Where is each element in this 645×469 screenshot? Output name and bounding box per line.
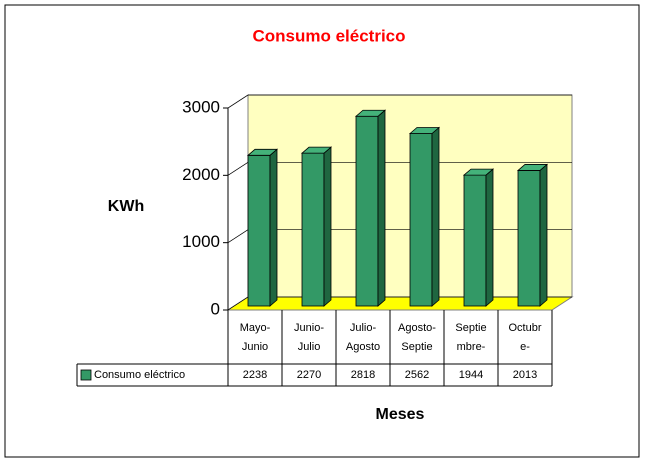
y-tick-label: 3000 xyxy=(182,97,220,116)
x-tick-label: Septie xyxy=(401,341,432,353)
bar-side xyxy=(539,163,548,307)
y-tick-label: 2000 xyxy=(182,165,220,184)
table-value: 1944 xyxy=(459,369,483,381)
x-tick-label: Agosto- xyxy=(398,322,436,334)
grid-line xyxy=(227,229,249,243)
bar-top xyxy=(246,148,279,156)
bar-top xyxy=(462,168,495,176)
table-value: 2238 xyxy=(243,369,267,381)
y-tick-label: 1000 xyxy=(182,232,220,251)
side-wall xyxy=(227,94,249,311)
chart-title: Consumo eléctrico xyxy=(252,26,405,45)
x-tick-label: Agosto xyxy=(346,341,380,353)
x-tick-label: Mayo- xyxy=(240,322,271,334)
bar-side xyxy=(485,168,494,307)
bar-top xyxy=(300,146,333,154)
grid-line xyxy=(227,162,249,176)
x-tick-label: Septie xyxy=(455,322,486,334)
legend-swatch xyxy=(80,369,92,381)
bar xyxy=(355,115,379,307)
y-tick-label: 0 xyxy=(211,299,220,318)
legend-label: Consumo eléctrico xyxy=(94,369,185,381)
grid-line xyxy=(227,296,249,311)
bar-side xyxy=(431,126,440,307)
bar-top xyxy=(408,127,441,134)
table-value: 2013 xyxy=(513,369,537,381)
bar xyxy=(247,154,271,307)
x-tick-label: e- xyxy=(520,341,530,353)
table-value: 2562 xyxy=(405,369,429,381)
bar xyxy=(301,152,325,307)
x-tick-label: Octubr xyxy=(508,322,541,334)
bar xyxy=(409,133,433,307)
bar-top xyxy=(516,164,549,171)
bar-side xyxy=(269,148,278,307)
x-tick-label: Julio xyxy=(298,341,321,353)
table-value: 2270 xyxy=(297,369,321,381)
grid-line xyxy=(227,94,249,109)
x-axis-label: Meses xyxy=(376,406,425,423)
bar xyxy=(517,170,541,307)
bar-side xyxy=(323,146,332,307)
bar-side xyxy=(377,109,386,307)
bar xyxy=(463,174,487,307)
table-value: 2818 xyxy=(351,369,375,381)
x-tick-label: Junio- xyxy=(294,322,324,334)
bar-top xyxy=(354,109,387,117)
x-tick-label: Julio- xyxy=(350,322,377,334)
x-tick-label: Junio xyxy=(242,341,268,353)
x-tick-label: mbre- xyxy=(457,341,486,353)
y-axis-label: KWh xyxy=(108,198,144,215)
